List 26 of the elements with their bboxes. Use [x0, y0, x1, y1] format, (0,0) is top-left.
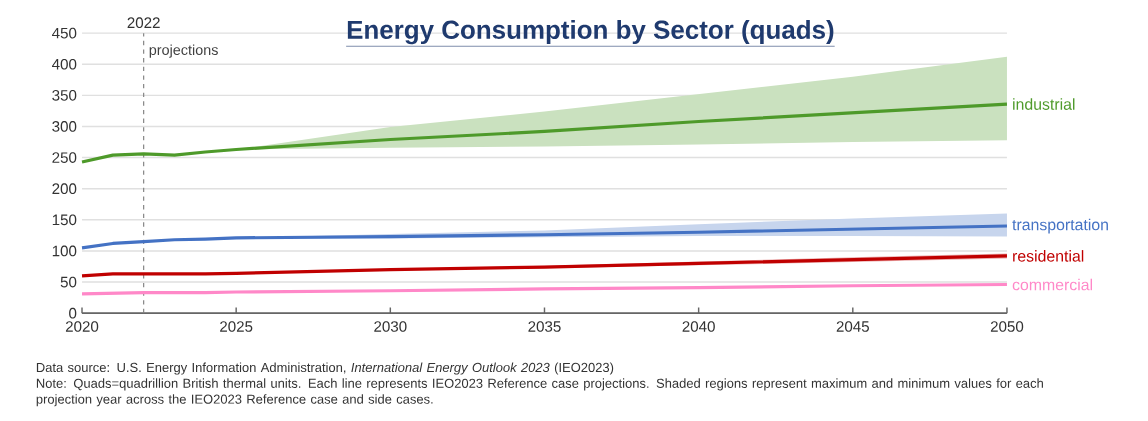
x-tick-label: 2040 — [682, 321, 715, 332]
y-tick-label: 200 — [52, 183, 77, 195]
y-tick-label: 400 — [52, 58, 77, 70]
x-tick-label: 2020 — [65, 321, 99, 332]
series-label: residential — [1013, 250, 1084, 262]
y-tick-label: 300 — [52, 121, 77, 132]
series-label: transportation — [1012, 218, 1108, 234]
y-tick-label: 0 — [69, 307, 77, 319]
x-tick-label: 2050 — [990, 321, 1024, 332]
chart-title: Energy Consumption by Sector (quads) — [347, 19, 834, 45]
y-tick-label: 450 — [52, 27, 77, 39]
y-tick-label: 350 — [52, 90, 77, 101]
series-label: industrial — [1013, 98, 1075, 110]
annotation: projections — [149, 44, 218, 58]
x-tick-label: 2030 — [374, 321, 407, 332]
y-tick-label: 100 — [52, 245, 77, 257]
y-tick-label: 50 — [60, 276, 77, 288]
x-tick-label: 2045 — [836, 321, 869, 332]
text: Note: Quads=quadrillion British thermal units. Each line represents IEO2023 Reference case projections. Shaded regions represent maximum and minimum values for each projection year across the IEO2023 Reference case and side cases. — [36, 378, 1043, 407]
x-tick-label: 2025 — [220, 321, 253, 332]
y-tick-label: 150 — [52, 214, 77, 226]
y-tick-label: 250 — [52, 152, 77, 163]
ref-line-label: 2022 — [127, 17, 160, 29]
series-label: commercial — [1012, 278, 1093, 291]
source-note: Data source: U.S. Energy Information Administration, International Energy Outlook 2023 (IEO2023) — [36, 362, 614, 375]
x-tick-label: 2035 — [528, 321, 561, 332]
